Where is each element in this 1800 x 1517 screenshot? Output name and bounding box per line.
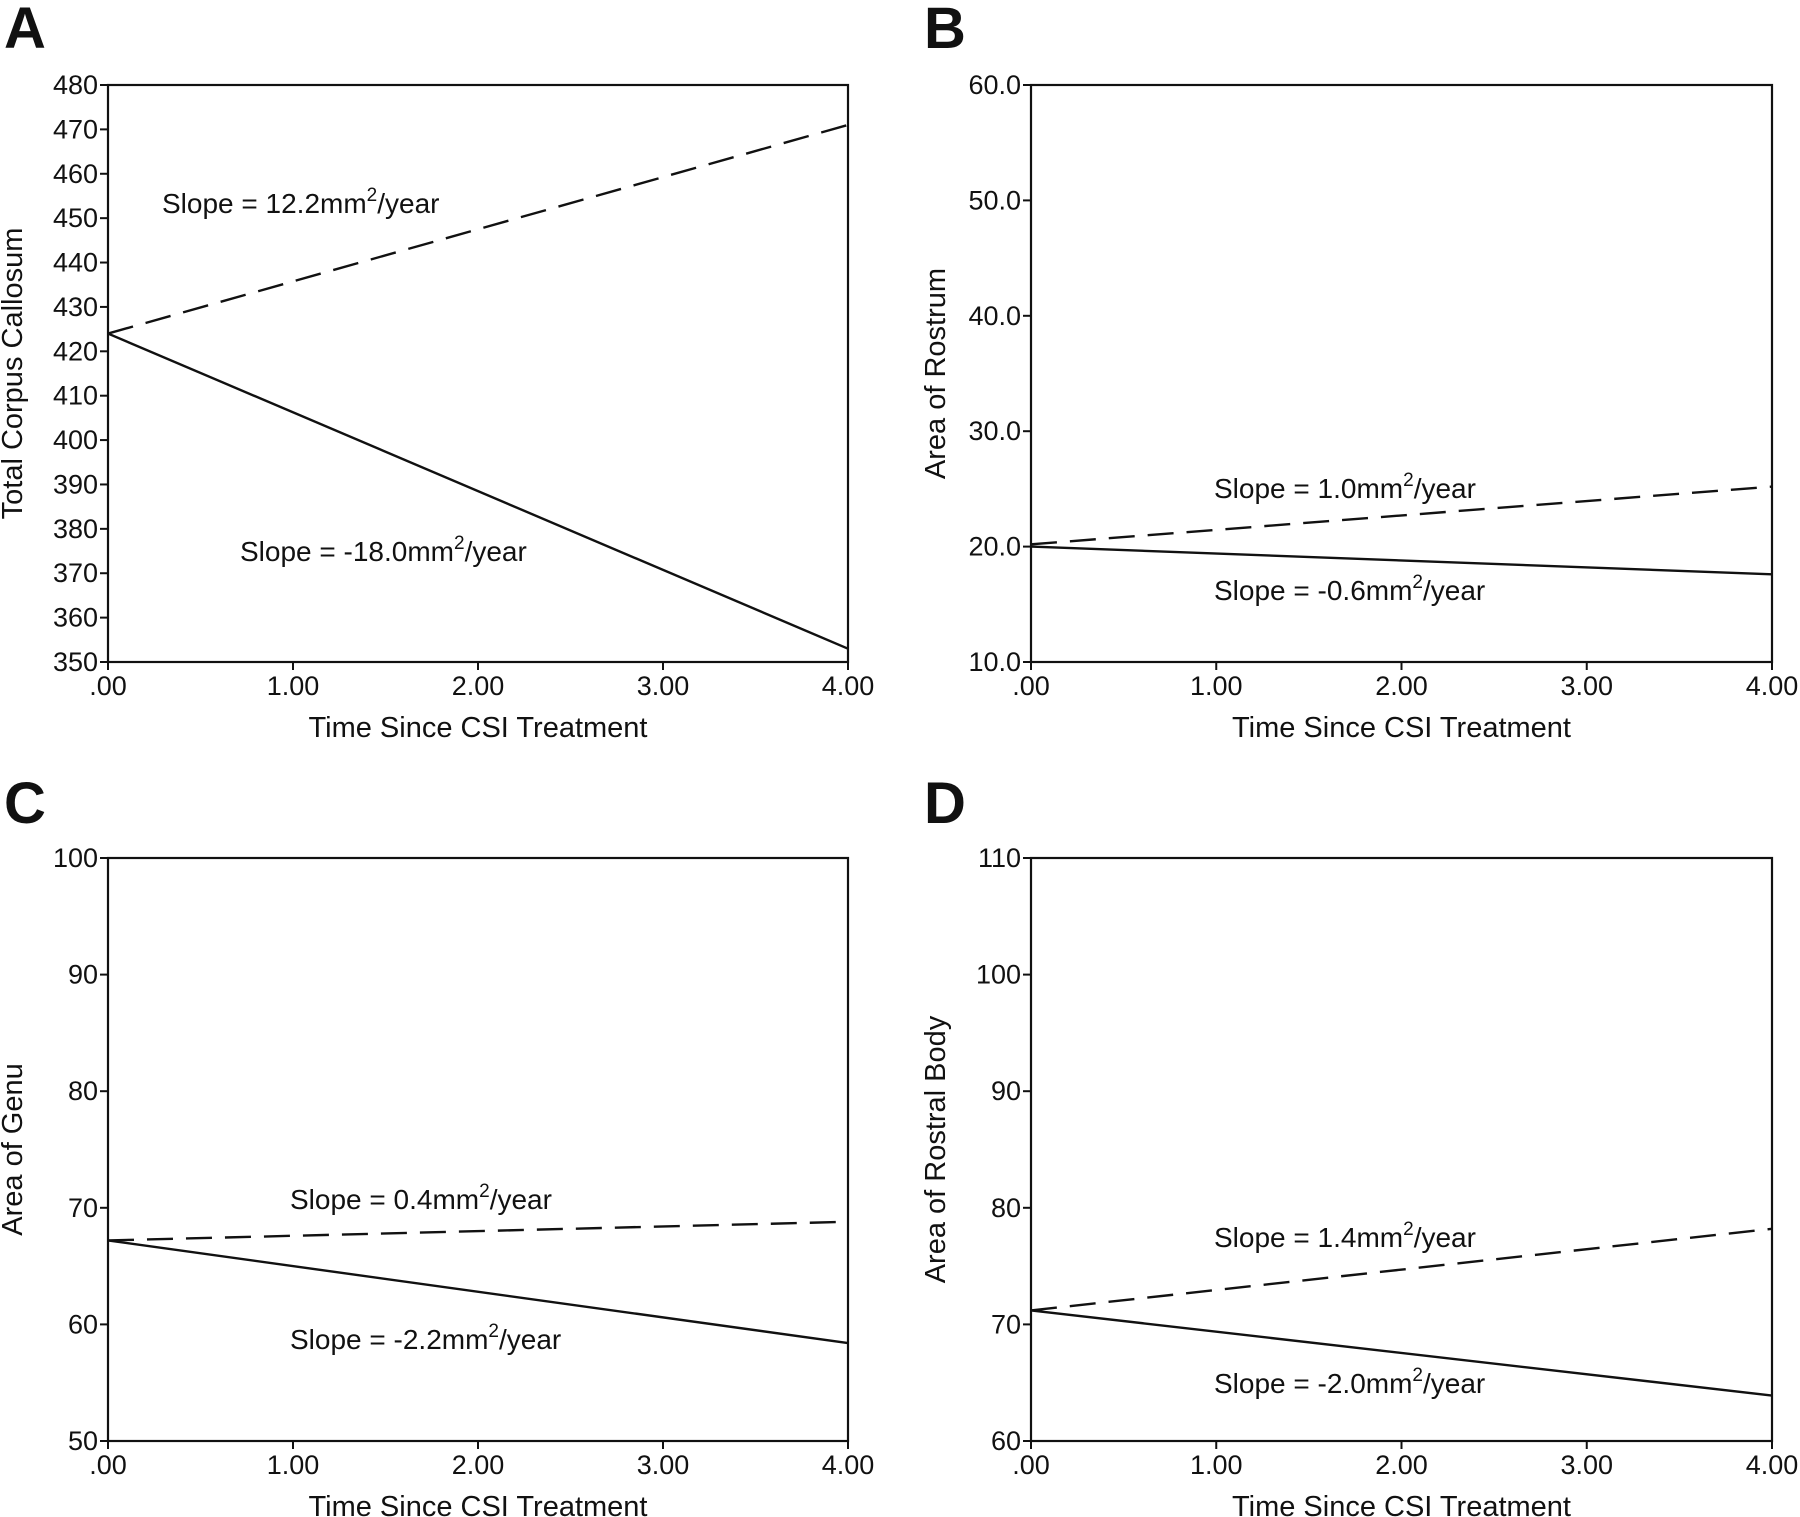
y-tick-label: 480 [53, 70, 98, 100]
x-tick-label: 2.00 [452, 671, 505, 701]
slope-annotation: Slope = -0.6mm2/year [1214, 572, 1485, 606]
y-tick-label: 80 [68, 1076, 98, 1106]
y-tick-label: 60 [68, 1309, 98, 1339]
x-tick-label: 1.00 [1190, 671, 1243, 701]
y-axis-label: Area of Rostral Body [920, 1015, 952, 1283]
plot-frame [106, 83, 850, 664]
dashed-trend-line [107, 1220, 849, 1242]
panel-letter: B [924, 0, 966, 61]
x-tick-label: 2.00 [452, 1450, 505, 1480]
y-axis-label: Area of Rostrum [920, 268, 952, 479]
y-tick-label: 10.0 [968, 647, 1021, 677]
slope-annotation: Slope = -2.0mm2/year [1214, 1365, 1485, 1399]
y-tick-label: 70 [68, 1193, 98, 1223]
y-tick-label: 450 [53, 203, 98, 233]
solid-trend-line [1030, 1309, 1773, 1397]
x-tick-label: 4.00 [1746, 1450, 1799, 1480]
y-tick-label: 410 [53, 381, 98, 411]
y-axis-label: Area of Genu [0, 1063, 29, 1236]
y-tick-label: 420 [53, 336, 98, 366]
y-tick-label: 470 [53, 114, 98, 144]
x-tick-label: 2.00 [1375, 1450, 1428, 1480]
y-tick-label: 70 [991, 1309, 1021, 1339]
dashed-trend-line [1030, 1227, 1773, 1312]
y-tick-label: 100 [53, 843, 98, 873]
slope-annotation: Slope = -18.0mm2/year [240, 533, 527, 567]
x-axis-label: Time Since CSI Treatment [309, 1491, 648, 1517]
slope-annotation: Slope = 12.2mm2/year [162, 185, 440, 219]
x-tick-label: 3.00 [637, 671, 690, 701]
x-tick-label: 1.00 [267, 1450, 320, 1480]
panel-a: A 350 360 370 380 390 400 410 420 430 440 450 460 470… [0, 0, 874, 744]
x-tick-label: 4.00 [822, 671, 875, 701]
panel-c: C 50 60 70 80 90 100 .00 1.00 2.00 3.00 4.00 Time Si… [0, 771, 874, 1517]
y-tick-label: 30.0 [968, 416, 1021, 446]
x-tick-label: 3.00 [1560, 1450, 1613, 1480]
y-tick-label: 430 [53, 292, 98, 322]
y-tick-label: 380 [53, 514, 98, 544]
x-tick-label: 2.00 [1375, 671, 1428, 701]
x-tick-label: 1.00 [1190, 1450, 1243, 1480]
x-tick-label: .00 [89, 1450, 127, 1480]
y-tick-label: 50.0 [968, 185, 1021, 215]
y-tick-label: 400 [53, 425, 98, 455]
y-tick-label: 440 [53, 248, 98, 278]
slope-annotation: Slope = 0.4mm2/year [290, 1181, 552, 1215]
y-tick-label: 20.0 [968, 532, 1021, 562]
panel-letter: D [924, 771, 966, 836]
y-tick-label: 100 [976, 960, 1021, 990]
panel-b: B 10.0 20.0 30.0 40.0 50.0 60.0 .00 1.00 2.00 3.00… [920, 0, 1798, 744]
solid-trend-line [107, 1239, 849, 1345]
slope-annotation: Slope = 1.0mm2/year [1214, 470, 1476, 504]
x-tick-label: 3.00 [1560, 671, 1613, 701]
y-tick-label: 90 [68, 960, 98, 990]
x-tick-label: 3.00 [637, 1450, 690, 1480]
solid-trend-line [1030, 545, 1773, 576]
dashed-trend-line [1030, 485, 1773, 546]
panel-d: D 60 70 80 90 100 110 .00 1.00 2.00 3.00 4.00 Time S… [920, 771, 1798, 1517]
slope-annotation: Slope = 1.4mm2/year [1214, 1219, 1476, 1253]
panel-letter: A [4, 0, 46, 61]
y-tick-label: 90 [991, 1076, 1021, 1106]
x-tick-label: .00 [1012, 671, 1050, 701]
x-tick-label: 1.00 [267, 671, 320, 701]
y-tick-label: 80 [991, 1193, 1021, 1223]
y-tick-label: 60 [991, 1426, 1021, 1456]
slope-annotation: Slope = -2.2mm2/year [290, 1321, 561, 1355]
x-axis-label: Time Since CSI Treatment [309, 712, 648, 744]
y-tick-label: 60.0 [968, 70, 1021, 100]
x-axis-label: Time Since CSI Treatment [1232, 712, 1571, 744]
y-tick-label: 460 [53, 159, 98, 189]
solid-trend-line [107, 332, 849, 650]
dashed-trend-line [107, 123, 849, 335]
y-tick-label: 360 [53, 603, 98, 633]
y-tick-label: 50 [68, 1426, 98, 1456]
y-tick-label: 350 [53, 647, 98, 677]
x-tick-label: .00 [89, 671, 127, 701]
panel-letter: C [4, 771, 46, 836]
x-tick-label: .00 [1012, 1450, 1050, 1480]
y-tick-label: 40.0 [968, 301, 1021, 331]
y-tick-label: 390 [53, 469, 98, 499]
x-tick-label: 4.00 [822, 1450, 875, 1480]
y-axis-label: Total Corpus Callosum [0, 228, 29, 520]
x-tick-label: 4.00 [1746, 671, 1799, 701]
x-axis-label: Time Since CSI Treatment [1232, 1491, 1571, 1517]
y-tick-label: 370 [53, 558, 98, 588]
y-tick-label: 110 [978, 843, 1021, 873]
